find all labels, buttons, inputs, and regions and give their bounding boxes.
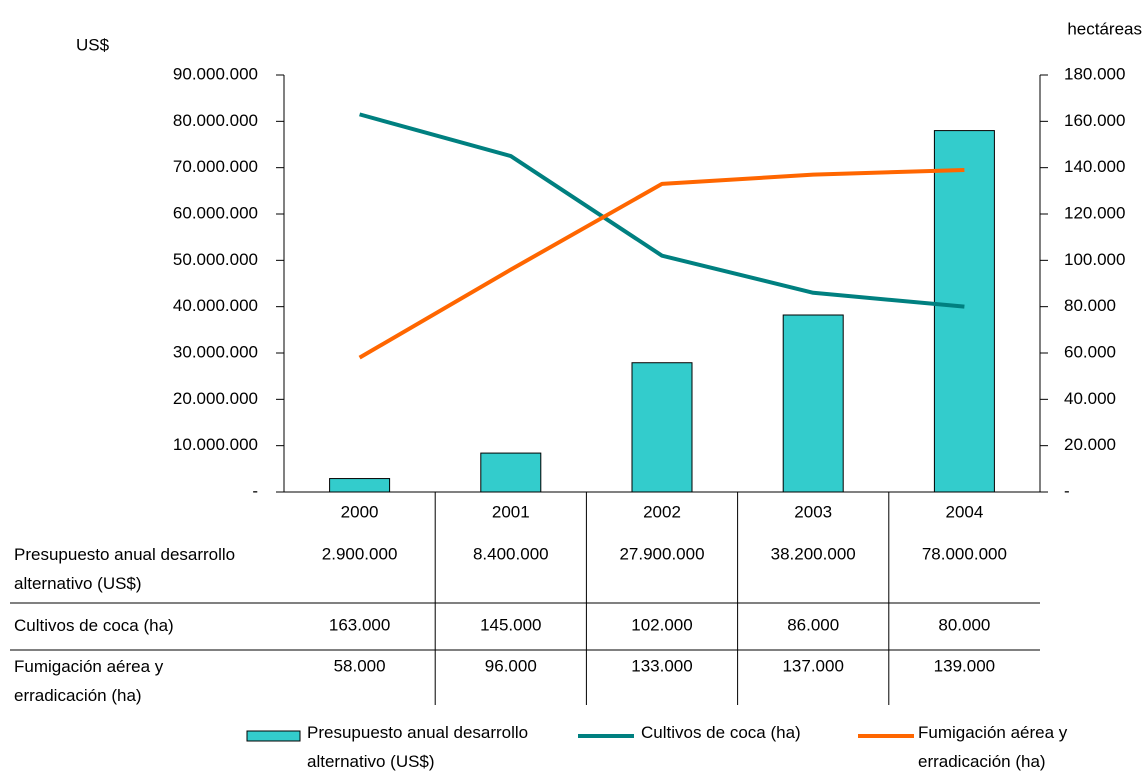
line	[358, 167, 965, 360]
bar	[933, 130, 995, 493]
y2-tick-label: 160.000	[1064, 111, 1125, 130]
y-tick-label: -	[252, 481, 258, 500]
table-cell: 163.000	[329, 615, 390, 634]
table-cell: 78.000.000	[922, 544, 1007, 563]
y2-tick-label: 20.000	[1064, 435, 1116, 454]
table-cell: 58.000	[334, 656, 386, 675]
x-tick-label: 2003	[794, 502, 832, 521]
table-cell: 86.000	[787, 615, 839, 634]
y-tick-label: 10.000.000	[173, 435, 258, 454]
bar	[329, 478, 391, 493]
table-cell: 139.000	[934, 656, 995, 675]
y2-tick-label: -	[1064, 481, 1070, 500]
table-cell: 27.900.000	[619, 544, 704, 563]
y-tick-label: 30.000.000	[173, 342, 258, 361]
y2-tick-label: 40.000	[1064, 389, 1116, 408]
table-row-label: Fumigación aérea y erradicación (ha)	[14, 657, 164, 705]
y2-tick-label: 120.000	[1064, 203, 1125, 222]
table-cell: 96.000	[485, 656, 537, 675]
y2-tick-label: 180.000	[1064, 64, 1125, 83]
x-tick-label: 2000	[341, 502, 379, 521]
table-cell: 2.900.000	[322, 544, 398, 563]
table-cell: 102.000	[631, 615, 692, 634]
y2-tick-label: 60.000	[1064, 342, 1116, 361]
table-row-label: Cultivos de coca (ha)	[14, 616, 174, 635]
bar	[782, 314, 844, 493]
y-tick-label: 90.000.000	[173, 64, 258, 83]
table-cell: 8.400.000	[473, 544, 549, 563]
table-cell: 145.000	[480, 615, 541, 634]
y2-axis-title: hectáreas	[1067, 19, 1142, 38]
y2-tick-label: 80.000	[1064, 296, 1116, 315]
table-cell: 133.000	[631, 656, 692, 675]
table-row-label: Presupuesto anual desarrollo alternativo…	[14, 545, 236, 593]
x-tick-label: 2002	[643, 502, 681, 521]
legend-swatch	[246, 730, 301, 742]
legend-label: Cultivos de coca (ha)	[641, 723, 801, 742]
y2-tick-label: 140.000	[1064, 157, 1125, 176]
y2-tick-label: 100.000	[1064, 250, 1125, 269]
bar	[480, 452, 542, 493]
y-tick-label: 60.000.000	[173, 203, 258, 222]
x-tick-label: 2004	[945, 502, 983, 521]
bar	[631, 362, 693, 493]
table-cell: 137.000	[782, 656, 843, 675]
table-cell: 80.000	[938, 615, 990, 634]
y-tick-label: 80.000.000	[173, 111, 258, 130]
table-cell: 38.200.000	[771, 544, 856, 563]
y-axis-title: US$	[76, 35, 110, 54]
y-tick-label: 40.000.000	[173, 296, 258, 315]
legend-label: Presupuesto anual desarrollo alternativo…	[307, 723, 529, 771]
line	[359, 112, 965, 309]
legend-label: Fumigación aérea y erradicación (ha)	[918, 723, 1068, 771]
y-tick-label: 50.000.000	[173, 250, 258, 269]
y-tick-label: 20.000.000	[173, 389, 258, 408]
y-tick-label: 70.000.000	[173, 157, 258, 176]
x-tick-label: 2001	[492, 502, 530, 521]
